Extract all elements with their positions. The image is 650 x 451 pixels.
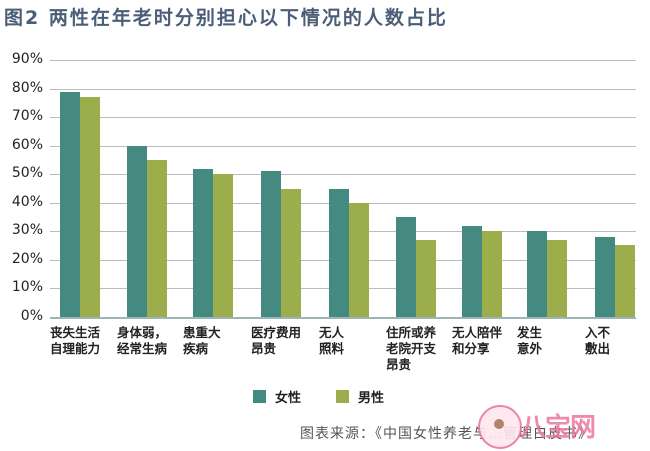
bar-female <box>527 231 547 317</box>
chart-title: 图2 两性在年老时分别担心以下情况的人数占比 <box>4 7 448 29</box>
bar-male <box>482 231 502 317</box>
gridline <box>50 146 636 147</box>
y-tick-label: 40% <box>11 193 43 210</box>
legend-swatch-female <box>253 390 266 403</box>
gridline <box>50 117 636 118</box>
legend-label-female: 女性 <box>275 391 302 406</box>
y-tick-label: 70% <box>11 108 43 125</box>
bar-female <box>261 171 281 317</box>
y-tick-label: 20% <box>11 250 43 267</box>
x-category-label: 无人陪伴 和分享 <box>452 325 503 356</box>
bar-female <box>60 91 80 317</box>
legend-item-female: 女性 <box>253 387 301 406</box>
legend-item-male: 男性 <box>336 387 384 406</box>
bar-male <box>80 97 100 317</box>
bar-male <box>416 239 436 317</box>
x-category-label: 身体弱， 经常生病 <box>117 325 168 356</box>
x-category-label: 丧失生活 自理能力 <box>50 325 101 356</box>
bar-male <box>349 202 369 317</box>
legend-swatch-male <box>336 390 349 403</box>
x-category-label: 医疗费用 昂贵 <box>251 325 302 356</box>
y-tick-label: 30% <box>11 222 43 239</box>
y-tick-label: 0% <box>20 307 43 324</box>
bar-male <box>213 174 233 317</box>
bar-male <box>615 245 635 317</box>
watermark-logo-icon <box>478 405 522 449</box>
bar-female <box>396 216 416 317</box>
x-axis-line <box>50 317 636 319</box>
bar-female <box>127 145 147 317</box>
gridline <box>50 60 636 61</box>
x-category-label: 住所或养 老院开支 昂贵 <box>386 325 437 372</box>
x-category-label: 发生 意外 <box>517 325 543 356</box>
bar-female <box>462 225 482 317</box>
bar-male <box>547 239 567 317</box>
y-tick-label: 50% <box>11 165 43 182</box>
x-category-label: 患重大 疾病 <box>183 325 221 356</box>
legend-label-male: 男性 <box>358 391 385 406</box>
gridline <box>50 174 636 175</box>
watermark-text: 八宝网 <box>520 413 596 443</box>
y-tick-label: 10% <box>11 279 43 296</box>
bar-female <box>193 168 213 317</box>
y-tick-label: 60% <box>11 136 43 153</box>
x-category-label: 入不 敷出 <box>585 325 611 356</box>
gridline <box>50 89 636 90</box>
bar-male <box>147 160 167 317</box>
bar-female <box>595 236 615 317</box>
bar-male <box>281 188 301 317</box>
y-tick-label: 80% <box>11 79 43 96</box>
bar-female <box>329 188 349 317</box>
y-tick-label: 90% <box>11 51 43 68</box>
x-category-label: 无人 照料 <box>319 325 345 356</box>
